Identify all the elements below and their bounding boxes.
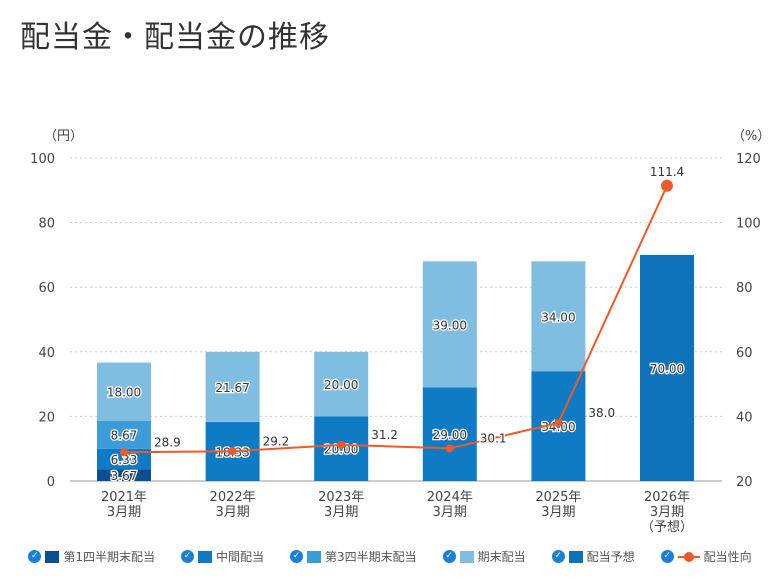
legend-label: 第1四半期末配当 xyxy=(63,550,155,564)
left-axis-unit: （円） xyxy=(44,129,83,144)
right-tick-label: 120 xyxy=(736,152,761,167)
checkbox-icon[interactable]: ✓ xyxy=(551,550,565,563)
bar-segment xyxy=(97,469,151,481)
legend-item[interactable]: ✓ 期末配当 xyxy=(442,548,526,565)
x-tick-label: 2026年 xyxy=(644,490,690,505)
ratio-data-label: 30.1 xyxy=(480,431,507,445)
ratio-point xyxy=(337,440,346,449)
line-marker-icon xyxy=(677,551,700,563)
ratio-line xyxy=(123,185,668,454)
x-tick-label: 3月期 xyxy=(433,505,467,520)
legend-label: 配当性向 xyxy=(703,550,752,564)
color-swatch-icon xyxy=(197,550,212,563)
x-tick-label: 3月期 xyxy=(541,505,575,520)
ratio-point xyxy=(120,448,128,457)
x-tick-label: 2021年 xyxy=(101,490,147,505)
bar-segment xyxy=(422,387,477,481)
checkbox-icon[interactable]: ✓ xyxy=(660,550,674,563)
color-swatch-icon xyxy=(568,550,583,563)
right-tick-label: 40 xyxy=(736,410,753,425)
bar-data-label: 6.33 xyxy=(111,453,138,467)
ratio-point xyxy=(554,418,563,427)
bar-segment xyxy=(531,261,586,372)
checkbox-icon[interactable]: ✓ xyxy=(28,550,42,563)
ratio-data-label: 29.2 xyxy=(263,434,290,448)
legend-item[interactable]: ✓ 配当予想 xyxy=(551,548,635,565)
bar-segment xyxy=(97,448,151,470)
bar-data-label: 8.67 xyxy=(111,429,138,443)
left-tick-label: 20 xyxy=(38,410,55,425)
bar-data-label: 39.00 xyxy=(433,318,467,332)
x-tick-label: （予想） xyxy=(641,519,693,535)
ratio-point xyxy=(661,179,673,192)
bar-data-label: 18.00 xyxy=(107,386,141,400)
right-tick-label: 100 xyxy=(736,217,761,232)
bar-data-label: 3.67 xyxy=(111,469,138,483)
bar-data-label: 70.00 xyxy=(650,362,684,376)
right-tick-label: 80 xyxy=(736,281,753,296)
checkbox-icon[interactable]: ✓ xyxy=(180,550,194,563)
x-tick-label: 3月期 xyxy=(215,505,249,520)
legend-label: 配当予想 xyxy=(586,550,635,564)
x-tick-label: 2023年 xyxy=(318,490,364,505)
ratio-data-label: 38.0 xyxy=(588,406,615,420)
legend-item[interactable]: ✓ 第3四半期末配当 xyxy=(289,548,417,565)
left-tick-label: 60 xyxy=(38,281,55,296)
color-swatch-icon xyxy=(459,550,474,563)
bar-data-label: 34.00 xyxy=(541,420,575,434)
legend-item[interactable]: ✓ 中間配当 xyxy=(180,548,264,565)
x-tick-label: 2022年 xyxy=(210,490,256,505)
bar-segment xyxy=(97,420,151,449)
left-tick-label: 100 xyxy=(30,152,55,167)
legend-label: 第3四半期末配当 xyxy=(324,550,417,564)
ratio-data-label: 111.4 xyxy=(650,165,684,179)
color-swatch-icon xyxy=(45,550,60,563)
x-tick-label: 3月期 xyxy=(107,505,141,520)
ratio-data-label: 31.2 xyxy=(371,428,398,442)
legend-label: 期末配当 xyxy=(477,550,526,564)
bar-segment xyxy=(422,261,477,388)
chart-title: 配当金・配当金の推移 xyxy=(20,20,330,55)
bar-segment xyxy=(97,362,151,421)
bar-segment xyxy=(640,254,694,481)
left-tick-label: 0 xyxy=(47,475,55,490)
legend-label: 中間配当 xyxy=(215,550,264,564)
bar-data-label: 34.00 xyxy=(541,310,575,324)
legend-item[interactable]: ✓ 第1四半期末配当 xyxy=(28,548,155,565)
x-tick-label: 2025年 xyxy=(535,490,581,505)
legend-item[interactable]: ✓ 配当性向 xyxy=(660,548,752,565)
x-tick-label: 3月期 xyxy=(650,505,684,520)
left-tick-label: 80 xyxy=(38,217,55,232)
left-tick-label: 40 xyxy=(38,346,55,361)
color-swatch-icon xyxy=(306,550,321,563)
checkbox-icon[interactable]: ✓ xyxy=(289,550,303,563)
bar-data-label: 20.00 xyxy=(324,378,358,392)
x-tick-label: 3月期 xyxy=(324,505,358,520)
legend: ✓ 第1四半期末配当 ✓ 中間配当 ✓ 第3四半期末配当 ✓ 期末配当 ✓ 配当予想 ✓ 配当性向 xyxy=(0,548,780,565)
right-tick-label: 20 xyxy=(736,475,753,490)
bar-data-label: 29.00 xyxy=(433,428,467,442)
bar-data-label: 21.67 xyxy=(215,381,249,395)
x-tick-label: 2024年 xyxy=(427,490,473,505)
right-axis-unit: （%） xyxy=(732,129,770,144)
bar-segment xyxy=(205,351,260,422)
ratio-data-label: 28.9 xyxy=(154,435,181,449)
right-tick-label: 60 xyxy=(736,346,753,361)
bar-segment xyxy=(314,351,369,417)
ratio-point xyxy=(445,444,454,453)
checkbox-icon[interactable]: ✓ xyxy=(442,550,456,563)
ratio-point xyxy=(228,447,237,456)
